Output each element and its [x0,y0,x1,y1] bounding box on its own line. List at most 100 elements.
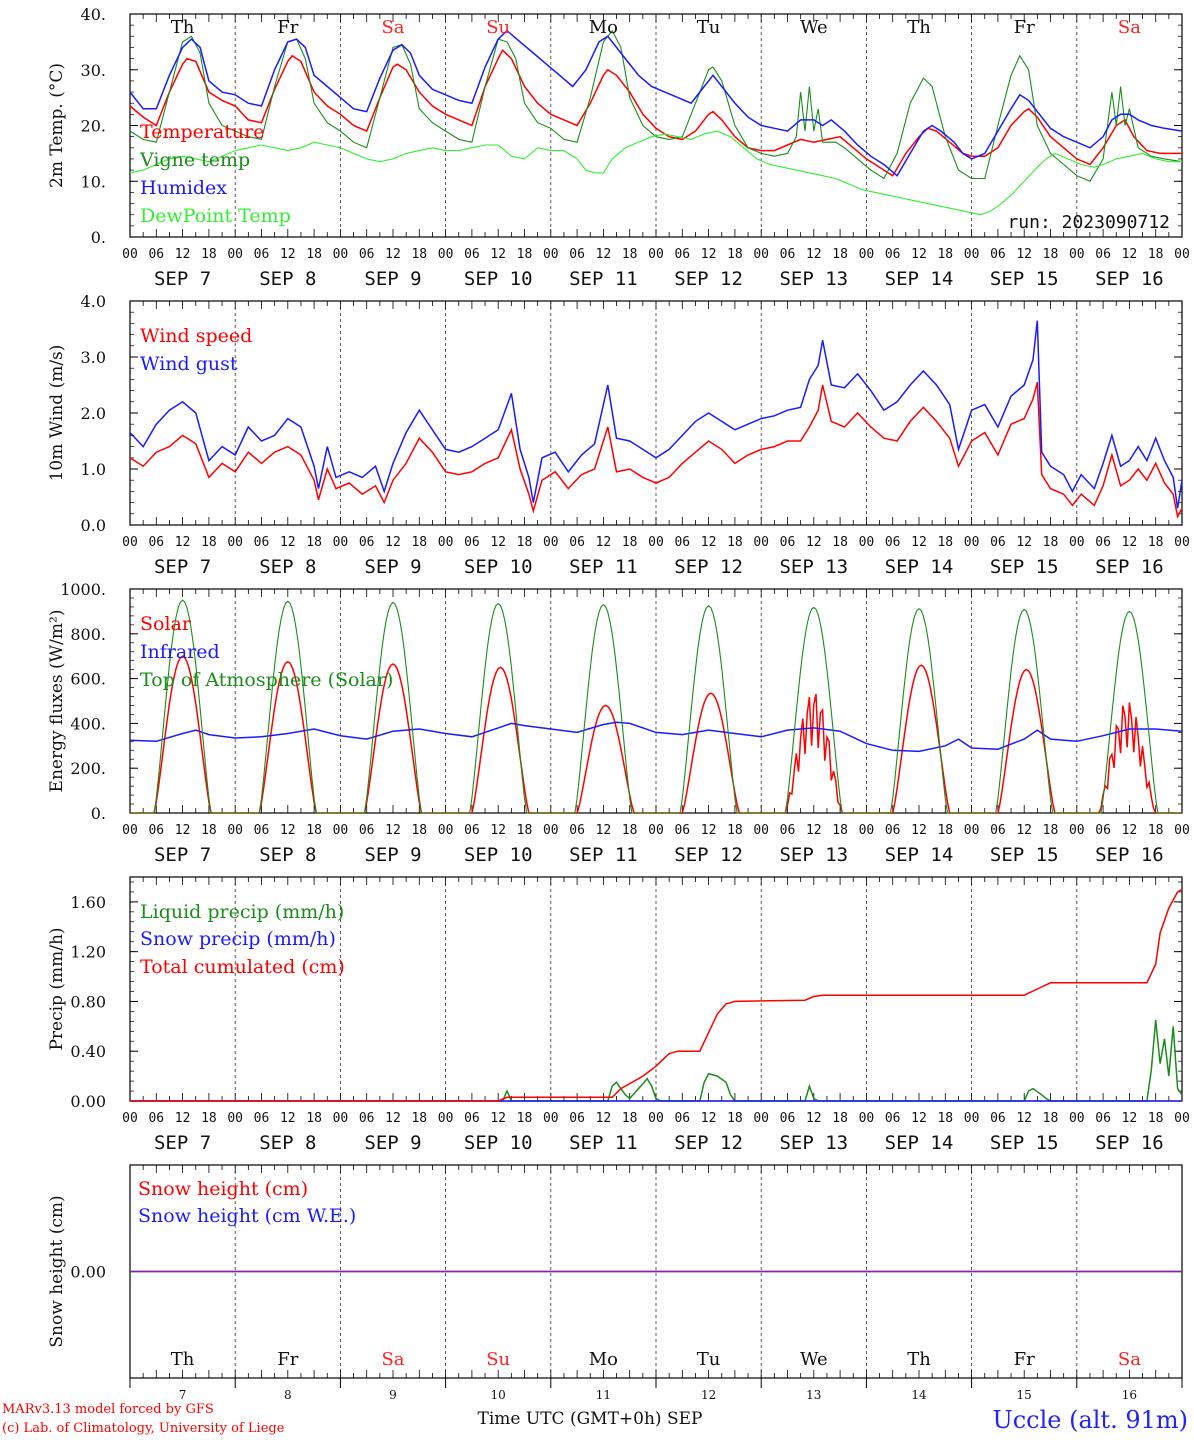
hour-label: 12 [175,247,191,262]
hour-label: 00 [438,247,454,262]
hour-label: 00 [648,535,664,550]
date-label: SEP 14 [885,1132,954,1154]
hour-label: 00 [122,823,138,838]
hour-label: 18 [937,535,953,550]
day-abbr: Th [907,17,931,38]
series-line-liquid-precip-mm-h- [130,1020,1183,1102]
series-line-wind-speed [129,382,1183,519]
hour-label: 06 [1095,247,1111,262]
date-label: SEP 14 [885,556,954,578]
day-abbr: Th [171,1349,195,1370]
hour-label: 00 [1174,535,1190,550]
hour-label: 06 [254,1111,270,1126]
hour-label: 12 [280,1111,296,1126]
y-axis-label: Energy fluxes (W/m²) [47,610,67,793]
hour-label: 12 [701,535,717,550]
hour-label: 06 [254,535,270,550]
date-label: SEP 11 [569,1132,638,1154]
date-label: SEP 14 [885,268,954,290]
hour-label: 00 [122,1111,138,1126]
hour-label: 06 [148,1111,164,1126]
date-label: SEP 16 [1095,268,1164,290]
date-label: SEP 8 [259,268,316,290]
hour-label: 12 [175,823,191,838]
hour-label: 18 [1043,535,1059,550]
series-line-total-cumulated-cm- [130,888,1183,1102]
day-number: 13 [806,1388,821,1402]
date-label: SEP 10 [464,556,533,578]
hour-label: 00 [648,823,664,838]
hour-label: 18 [411,1111,427,1126]
date-label: SEP 7 [154,268,211,290]
hour-label: 06 [254,823,270,838]
hour-label: 12 [280,823,296,838]
hour-label: 18 [517,1111,533,1126]
hour-label: 12 [911,247,927,262]
y-tick-label: 1.20 [70,943,106,962]
hour-label: 12 [1016,1111,1032,1126]
hour-label: 18 [201,1111,217,1126]
date-label: SEP 9 [364,556,421,578]
hour-label: 18 [937,247,953,262]
hour-label: 06 [569,247,585,262]
hour-label: 00 [438,823,454,838]
hour-label: 06 [780,823,796,838]
hour-label: 18 [411,823,427,838]
hour-label: 06 [464,535,480,550]
date-label: SEP 13 [779,1132,848,1154]
hour-label: 12 [806,247,822,262]
hour-label: 12 [701,1111,717,1126]
hour-label: 06 [148,823,164,838]
hour-label: 06 [990,823,1006,838]
hour-label: 12 [490,1111,506,1126]
date-label: SEP 15 [990,556,1059,578]
hour-label: 06 [359,823,375,838]
day-abbr: Tu [697,1349,721,1370]
day-abbr: Mo [589,1349,618,1370]
hour-label: 18 [832,247,848,262]
hour-label: 12 [806,1111,822,1126]
date-label: SEP 9 [364,268,421,290]
hour-label: 00 [859,247,875,262]
series-line-infrared [129,721,1183,753]
legend-entry: Snow height (cm) [138,1178,308,1200]
series-line-top-of-atmosphere-solar- [130,599,1182,814]
hour-label: 18 [1148,247,1164,262]
hour-label: 12 [175,1111,191,1126]
date-label: SEP 8 [259,1132,316,1154]
hour-label: 12 [490,247,506,262]
hour-label: 00 [1069,247,1085,262]
day-abbr: Su [486,1349,510,1370]
hour-label: 00 [648,1111,664,1126]
hour-label: 00 [333,247,349,262]
hour-label: 06 [674,247,690,262]
y-tick-label: 0.00 [70,1263,106,1282]
hour-label: 12 [490,823,506,838]
y-tick-label: 0.00 [70,1092,106,1111]
hour-label: 06 [359,247,375,262]
hour-label: 18 [727,247,743,262]
hour-label: 18 [622,535,638,550]
hour-label: 12 [1016,247,1032,262]
x-axis-label: Time UTC (GMT+0h) SEP [478,1409,703,1429]
hour-label: 06 [885,823,901,838]
hour-label: 06 [148,247,164,262]
run-label: run: 2023090712 [1007,212,1170,233]
legend-entry: Liquid precip (mm/h) [140,901,344,923]
hour-label: 00 [1069,535,1085,550]
hour-label: 06 [1095,823,1111,838]
y-tick-label: 4.0 [81,292,106,311]
hour-label: 12 [806,535,822,550]
hour-label: 00 [859,823,875,838]
hour-label: 00 [753,535,769,550]
date-label: SEP 8 [259,556,316,578]
station-label: Uccle (alt. 91m) [992,1406,1188,1434]
date-label: SEP 9 [364,1132,421,1154]
legend-entry: Snow precip (mm/h) [140,928,336,950]
plot-frame [129,300,1183,526]
day-number: 10 [491,1388,506,1402]
hour-label: 18 [306,247,322,262]
legend-entry: Humidex [140,177,227,199]
hour-label: 06 [569,535,585,550]
